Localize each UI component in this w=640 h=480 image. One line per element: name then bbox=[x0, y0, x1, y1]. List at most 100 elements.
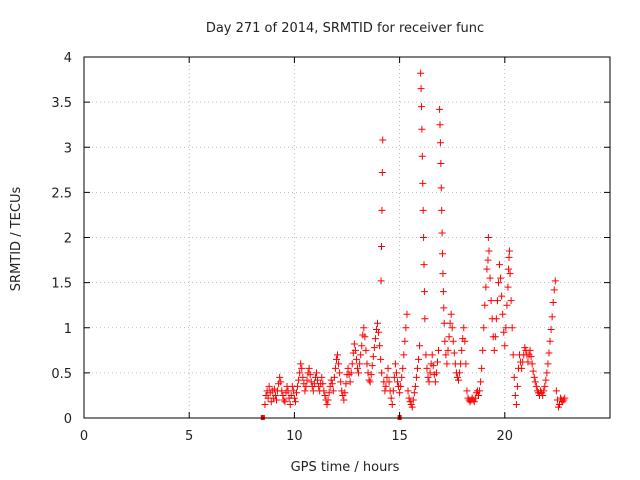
data-point bbox=[415, 355, 423, 363]
data-point bbox=[298, 364, 306, 372]
data-point bbox=[350, 340, 358, 348]
data-point bbox=[417, 85, 425, 93]
data-point bbox=[458, 346, 466, 354]
data-point bbox=[346, 378, 354, 386]
data-point bbox=[504, 283, 512, 291]
data-point bbox=[485, 247, 493, 255]
data-point bbox=[547, 326, 555, 334]
data-point bbox=[418, 152, 426, 160]
data-point bbox=[436, 105, 444, 113]
data-point bbox=[518, 364, 526, 372]
data-point bbox=[330, 373, 338, 381]
data-point bbox=[355, 369, 363, 377]
data-point bbox=[303, 376, 311, 384]
data-point bbox=[440, 304, 448, 312]
axis-ticks: 0 5 10 15 20 0 0.5 1 1.5 2 2.5 3 3.5 4 bbox=[51, 51, 610, 444]
data-point bbox=[513, 382, 521, 390]
data-point bbox=[486, 274, 494, 282]
data-point bbox=[494, 279, 502, 287]
data-point bbox=[425, 378, 433, 386]
data-point bbox=[484, 256, 492, 264]
data-point bbox=[506, 270, 514, 278]
data-point bbox=[318, 373, 326, 381]
data-point bbox=[499, 310, 507, 318]
data-point bbox=[366, 378, 374, 386]
data-point bbox=[428, 351, 436, 359]
data-point bbox=[532, 382, 540, 390]
data-point bbox=[431, 378, 439, 386]
data-point bbox=[362, 346, 370, 354]
data-point bbox=[397, 382, 405, 390]
data-point bbox=[324, 396, 332, 404]
data-point bbox=[436, 121, 444, 129]
data-point bbox=[492, 315, 500, 323]
data-point bbox=[281, 398, 289, 406]
data-point bbox=[507, 297, 515, 305]
data-point bbox=[321, 391, 329, 399]
data-point bbox=[370, 344, 378, 352]
data-point bbox=[369, 353, 377, 361]
data-point bbox=[541, 382, 549, 390]
data-point bbox=[496, 261, 504, 269]
data-point bbox=[398, 373, 406, 381]
data-point bbox=[490, 346, 498, 354]
data-point bbox=[360, 324, 368, 332]
data-point bbox=[331, 364, 339, 372]
data-point bbox=[501, 342, 509, 350]
data-point bbox=[402, 324, 410, 332]
data-point bbox=[546, 337, 554, 345]
x-tick-label: 10 bbox=[286, 429, 303, 444]
y-tick-label: 0.5 bbox=[51, 367, 72, 382]
data-point bbox=[440, 319, 448, 327]
x-tick-label: 15 bbox=[391, 429, 408, 444]
data-point bbox=[436, 139, 444, 147]
data-point bbox=[378, 369, 386, 377]
data-point bbox=[550, 286, 558, 294]
data-point bbox=[505, 247, 513, 255]
data-point bbox=[551, 277, 559, 285]
data-point bbox=[382, 382, 390, 390]
data-point bbox=[273, 396, 281, 404]
data-point bbox=[552, 387, 560, 395]
data-point bbox=[438, 229, 446, 237]
data-point bbox=[417, 69, 425, 77]
data-point bbox=[530, 373, 538, 381]
data-point bbox=[446, 319, 454, 327]
data-point bbox=[529, 367, 537, 375]
data-point bbox=[475, 391, 482, 399]
data-point bbox=[347, 369, 355, 377]
data-point bbox=[527, 353, 535, 361]
y-axis-label: SRMTID / TECUs bbox=[9, 187, 24, 292]
data-point bbox=[543, 369, 551, 377]
data-point bbox=[265, 382, 273, 390]
data-point bbox=[549, 298, 557, 306]
data-point bbox=[545, 349, 553, 357]
data-point bbox=[290, 394, 298, 402]
data-point bbox=[301, 387, 309, 395]
data-point bbox=[280, 396, 288, 404]
data-point bbox=[419, 206, 427, 214]
data-point bbox=[367, 371, 375, 379]
data-point bbox=[502, 324, 510, 332]
data-point bbox=[437, 184, 445, 192]
data-point bbox=[544, 360, 552, 368]
data-point bbox=[286, 400, 294, 408]
data-point bbox=[296, 369, 304, 377]
data-point bbox=[443, 360, 451, 368]
data-point bbox=[456, 369, 464, 377]
data-point bbox=[378, 243, 386, 251]
data-point bbox=[441, 337, 449, 345]
data-point bbox=[352, 355, 360, 363]
data-point bbox=[510, 373, 518, 381]
data-point bbox=[329, 387, 337, 395]
data-point bbox=[297, 360, 305, 368]
data-point bbox=[437, 159, 445, 167]
x-tick-label: 20 bbox=[497, 429, 514, 444]
data-point bbox=[405, 394, 413, 402]
data-point bbox=[420, 234, 428, 241]
data-point bbox=[411, 382, 419, 390]
data-point bbox=[560, 396, 568, 404]
data-point bbox=[378, 169, 386, 177]
data-point bbox=[399, 364, 407, 372]
data-point bbox=[432, 369, 440, 377]
